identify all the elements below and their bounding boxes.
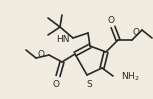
Text: O: O — [133, 28, 140, 37]
Text: NH$_2$: NH$_2$ — [121, 71, 140, 83]
Text: O: O — [108, 16, 114, 25]
Text: O: O — [38, 50, 45, 59]
Text: O: O — [52, 80, 60, 89]
Text: HN: HN — [56, 34, 70, 43]
Text: S: S — [86, 80, 92, 89]
